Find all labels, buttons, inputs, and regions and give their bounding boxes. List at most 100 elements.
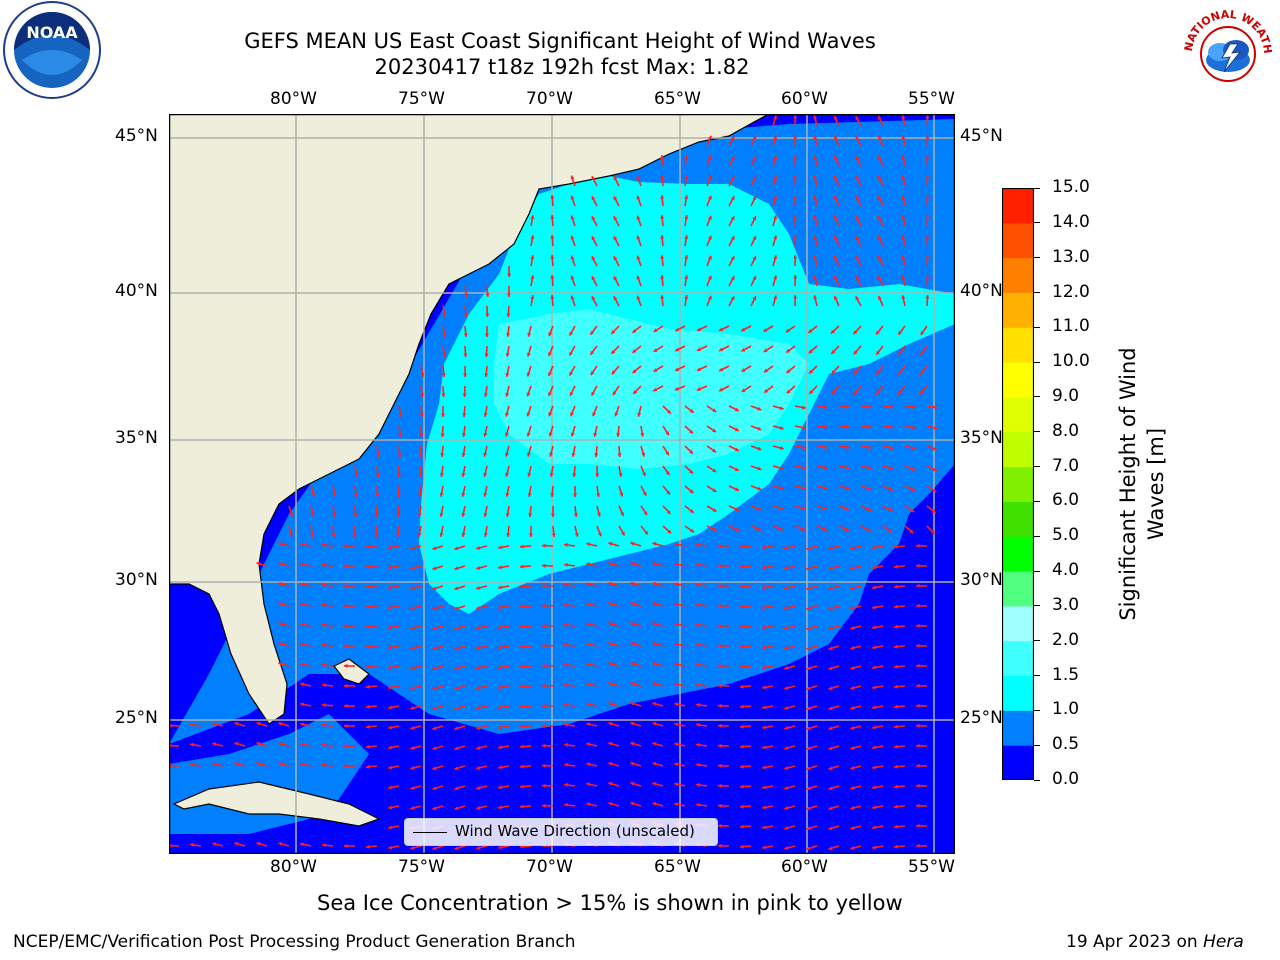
footer-machine: Hera (1203, 932, 1244, 952)
wave-arrow-head (278, 662, 283, 666)
wave-arrow-head (520, 644, 524, 649)
wave-arrow-head (636, 295, 641, 300)
wave-arrow-head (454, 746, 459, 751)
wave-arrow-head (190, 742, 194, 747)
wave-arrow-head (506, 313, 511, 317)
wave-arrow-head (740, 764, 744, 769)
wave-arrow-head (653, 368, 658, 372)
wave-arrow-head (530, 255, 535, 259)
colorbar-segment-15 (1002, 222, 1034, 259)
wave-arrow-head (916, 603, 920, 608)
wave-arrow-head (894, 704, 898, 709)
noaa-logo: NOAA (2, 0, 102, 100)
wave-arrow-head (916, 783, 920, 788)
coastlines (169, 113, 770, 827)
wave-arrow-head (398, 413, 403, 417)
wave-arrow-head (398, 433, 403, 437)
wave-arrow-head (763, 348, 768, 352)
wave-arrow-head (894, 664, 898, 669)
wave-arrow-head (786, 389, 791, 394)
wave-arrow-head (674, 782, 679, 787)
wave-arrow-head (674, 562, 679, 567)
wave-arrow-head (190, 722, 194, 727)
colorbar-tick-label: 1.0 (1052, 699, 1080, 720)
wave-arrow-head (454, 766, 459, 771)
wave-arrow-head (374, 533, 379, 537)
wave-arrow-head (300, 542, 304, 547)
wave-arrow-head (388, 665, 392, 670)
wave-arrow-head (234, 841, 239, 846)
wave-arrow-head (889, 466, 894, 471)
wave-arrow-head (793, 135, 798, 139)
wave-arrow-head (850, 765, 855, 770)
wave-arrow-head (564, 802, 568, 807)
wave-arrow-head (834, 176, 838, 180)
wave-arrow-head (784, 665, 789, 670)
wave-arrow-head (872, 625, 876, 630)
wave-arrow-head (608, 541, 613, 546)
wave-arrow-head (526, 392, 531, 397)
wave-arrow-head (894, 824, 898, 829)
wave-arrow-head (652, 581, 657, 586)
wave-arrow-head (548, 412, 553, 417)
lon-label-top-55w: 55°W (908, 89, 955, 109)
wave-arrow-head (808, 329, 813, 333)
wave-arrow-head (666, 510, 671, 514)
wave-arrow-head (718, 623, 722, 628)
wave-arrow-head (888, 507, 893, 512)
wave-arrow-head (925, 175, 930, 179)
colorbar-tick-label: 0.5 (1052, 734, 1080, 755)
wave-arrow-head (636, 275, 641, 280)
wave-arrow-head (550, 195, 555, 199)
wave-arrow-head (652, 641, 657, 646)
wave-arrow-head (784, 745, 789, 750)
wave-arrow-head (570, 412, 574, 417)
wave-arrow-head (520, 544, 524, 549)
wave-arrow-head (630, 801, 635, 806)
chart-title: GEFS MEAN US East Coast Significant Heig… (244, 29, 876, 53)
wave-arrow-head (630, 761, 635, 766)
wave-arrow-head (498, 845, 502, 850)
wave-arrow-head (498, 645, 502, 650)
wave-arrow-head (278, 722, 283, 726)
wave-arrow-head (730, 136, 735, 141)
wave-arrow-head (652, 761, 657, 766)
colorbar-tick-label: 2.0 (1052, 629, 1080, 650)
wave-arrow-head (611, 370, 616, 375)
wave-arrow-head (757, 486, 762, 491)
wave-arrow-head (872, 685, 876, 690)
wave-arrow-head (878, 176, 882, 180)
wave-arrow-head (332, 492, 337, 497)
wave-arrow-head (674, 802, 679, 807)
wave-arrow-head (397, 453, 402, 457)
wave-arrow-head (823, 506, 828, 511)
wave-arrow-head (828, 846, 833, 851)
wave-arrow-head (734, 447, 739, 452)
wave-arrow-head (505, 373, 510, 377)
wave-arrow-head (828, 726, 833, 731)
wave-arrow-head (564, 622, 568, 627)
wave-arrow-head (498, 805, 502, 810)
wave-arrow-head (611, 350, 616, 354)
wave-arrow-head (476, 745, 481, 750)
wave-arrow-head (483, 472, 488, 477)
wave-arrow-head (806, 846, 811, 851)
wave-arrow-head (597, 532, 602, 537)
wave-arrow-head (813, 215, 818, 220)
colorbar-segment-7 (1002, 501, 1034, 537)
wave-arrow-head (498, 745, 502, 750)
wave-arrow-head (931, 509, 936, 513)
colorbar-segment-1 (1002, 710, 1034, 746)
wave-arrow-head (564, 742, 568, 747)
wave-arrow-head (569, 371, 574, 376)
wave-arrow-head (366, 604, 370, 609)
wave-arrow-head (762, 765, 766, 770)
wave-arrow-head (463, 333, 468, 337)
wave-arrow-head (762, 625, 766, 630)
wave-arrow-head (410, 586, 415, 590)
wave-arrow-head (793, 215, 798, 219)
colorbar-tick-label: 14.0 (1052, 211, 1090, 232)
wave-arrow-head (890, 425, 894, 430)
colorbar-tick-label: 13.0 (1052, 246, 1090, 267)
wave-arrow-head (872, 785, 876, 790)
